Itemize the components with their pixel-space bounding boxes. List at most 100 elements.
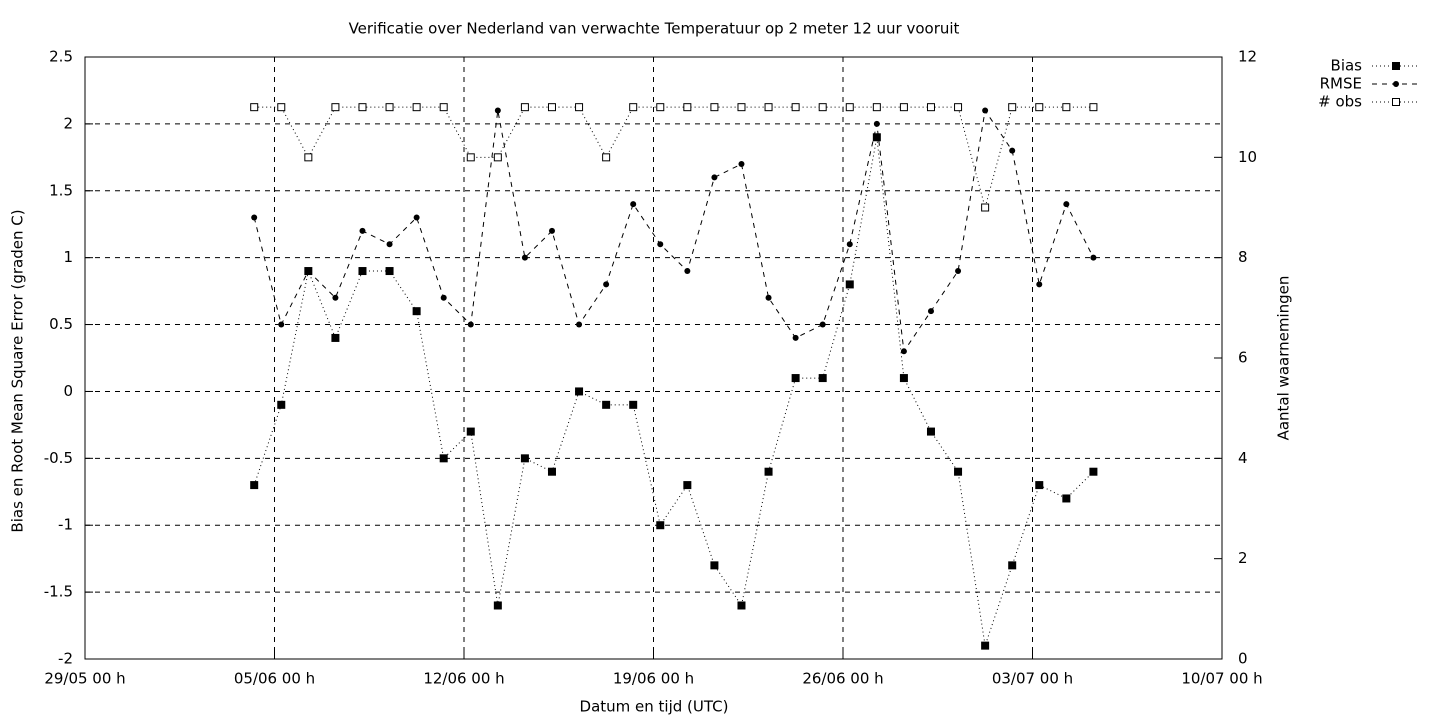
point xyxy=(385,103,394,112)
y-tick-label: 2 xyxy=(63,114,73,132)
point xyxy=(385,267,394,276)
point xyxy=(656,103,665,112)
point xyxy=(657,241,664,248)
legend-label: # obs xyxy=(1318,93,1362,111)
legend-label: RMSE xyxy=(1320,75,1362,93)
y2-tick-label: 4 xyxy=(1238,449,1248,467)
point xyxy=(277,400,286,409)
y2-tick-label: 2 xyxy=(1238,549,1248,567)
point xyxy=(466,427,475,436)
point xyxy=(710,103,719,112)
point xyxy=(791,374,800,383)
point xyxy=(250,103,259,112)
point xyxy=(818,374,827,383)
point xyxy=(358,267,367,276)
point xyxy=(413,214,420,221)
point xyxy=(955,268,962,275)
point xyxy=(602,153,611,162)
point xyxy=(982,107,989,114)
x-tick-label: 19/06 00 h xyxy=(613,670,694,688)
point xyxy=(440,294,447,301)
legend-label: Bias xyxy=(1331,57,1363,75)
point xyxy=(412,103,421,112)
point xyxy=(1008,561,1017,570)
point xyxy=(1063,201,1070,208)
point xyxy=(845,280,854,289)
point xyxy=(332,294,339,301)
y2-tick-label: 8 xyxy=(1238,248,1248,266)
legend-marker xyxy=(1393,81,1399,87)
x-tick-label: 03/07 00 h xyxy=(992,670,1073,688)
point xyxy=(1036,281,1043,288)
point xyxy=(737,601,746,610)
chart-title: Verificatie over Nederland van verwachte… xyxy=(349,20,960,38)
point xyxy=(629,400,638,409)
point xyxy=(954,103,963,112)
point xyxy=(711,174,718,181)
y-tick-label: 0 xyxy=(63,382,73,400)
point xyxy=(819,321,826,328)
point xyxy=(845,103,854,112)
point xyxy=(954,467,963,476)
y-tick-label: 0.5 xyxy=(49,315,73,333)
y2-tick-label: 12 xyxy=(1238,48,1257,66)
y2-tick-label: 6 xyxy=(1238,349,1248,367)
point xyxy=(493,153,502,162)
y-tick-label: -1 xyxy=(58,516,73,534)
point xyxy=(792,334,799,341)
x-tick-label: 10/07 00 h xyxy=(1181,670,1262,688)
point xyxy=(926,103,935,112)
point xyxy=(251,214,258,221)
point xyxy=(1089,467,1098,476)
point xyxy=(899,374,908,383)
point xyxy=(305,268,312,275)
y-tick-label: 2.5 xyxy=(49,48,73,66)
point xyxy=(846,241,853,248)
point xyxy=(765,294,772,301)
point xyxy=(576,321,583,328)
point xyxy=(684,268,691,275)
point xyxy=(630,201,637,208)
point xyxy=(359,227,366,234)
point xyxy=(1062,103,1071,112)
point xyxy=(331,333,340,342)
y-tick-label: -1.5 xyxy=(44,583,73,601)
point xyxy=(791,103,800,112)
point xyxy=(575,103,584,112)
point xyxy=(1062,494,1071,503)
point xyxy=(872,133,881,142)
point xyxy=(1089,103,1098,112)
point xyxy=(602,400,611,409)
point xyxy=(520,103,529,112)
point xyxy=(494,107,501,114)
point xyxy=(981,641,990,650)
point xyxy=(520,454,529,463)
y-tick-label: -2 xyxy=(58,650,73,668)
point xyxy=(547,103,556,112)
point xyxy=(575,387,584,396)
y2-axis-label: Aantal waarnemingen xyxy=(1275,276,1293,441)
point xyxy=(738,161,745,168)
y2-tick-label: 0 xyxy=(1238,650,1248,668)
x-tick-label: 12/06 00 h xyxy=(423,670,504,688)
point xyxy=(900,348,907,355)
point xyxy=(493,601,502,610)
point xyxy=(412,307,421,316)
point xyxy=(521,254,528,261)
legend-marker xyxy=(1392,62,1400,70)
point xyxy=(386,241,393,248)
point xyxy=(656,521,665,530)
point xyxy=(737,103,746,112)
point xyxy=(1035,103,1044,112)
x-tick-label: 05/06 00 h xyxy=(234,670,315,688)
series-line xyxy=(254,106,1094,210)
point xyxy=(710,561,719,570)
point xyxy=(439,454,448,463)
x-axis-label: Datum en tijd (UTC) xyxy=(580,698,729,716)
point xyxy=(439,103,448,112)
point xyxy=(1035,481,1044,490)
point xyxy=(547,467,556,476)
point xyxy=(1090,254,1097,261)
x-tick-label: 26/06 00 h xyxy=(802,670,883,688)
